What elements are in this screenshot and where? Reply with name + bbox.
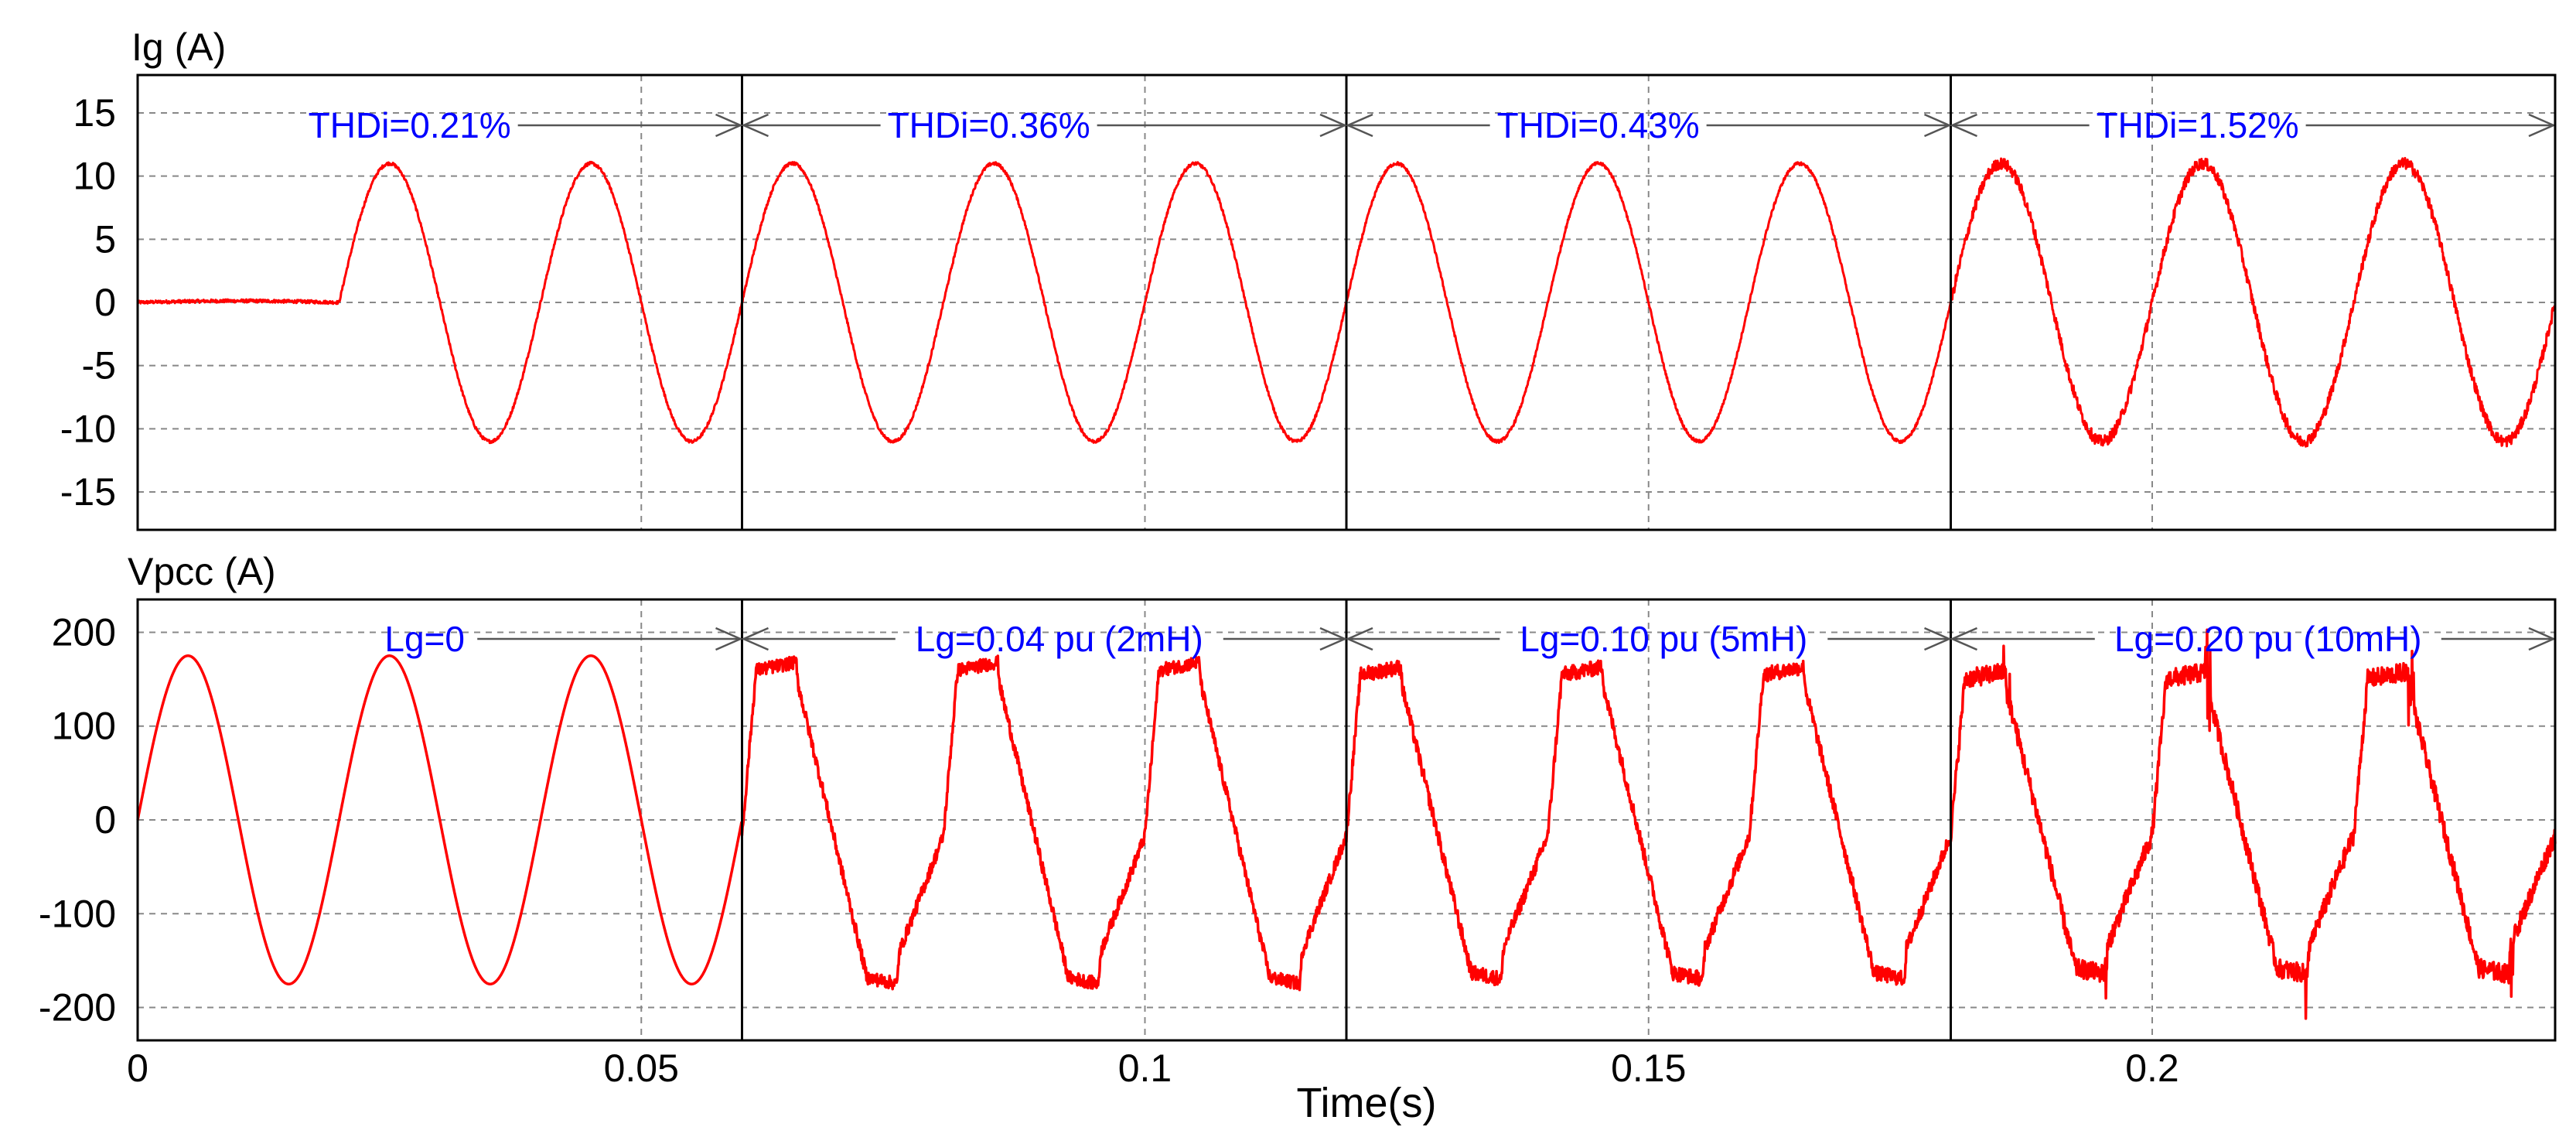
y-tick-label: -200 — [39, 986, 116, 1030]
arrow-right-head — [1923, 627, 1952, 651]
segment-annotation: THDi=0.36% — [888, 105, 1090, 145]
arrow-left-head — [741, 627, 769, 651]
ig-segment-dividers — [741, 75, 1952, 530]
arrow-left-head — [1950, 627, 1978, 651]
arrow-right-head — [1923, 113, 1952, 138]
ig-ylabel: Ig (A) — [131, 26, 226, 69]
ig-annotations: THDi=0.21% THDi=0.36% THDi=0.43% THDi=1.52% — [309, 105, 2557, 145]
x-axis-ticks: 0 0.05 0.1 0.15 0.2 — [127, 1047, 2179, 1090]
arrow-right-head — [1319, 113, 1348, 138]
y-tick-label: 10 — [73, 155, 116, 198]
ig-y-ticks: 15 10 5 0 -5 -10 -15 — [60, 91, 116, 514]
vpcc-segment-dividers — [741, 599, 1952, 1040]
segment-annotation: THDi=1.52% — [2097, 105, 2299, 145]
arrow-right-head — [715, 113, 743, 138]
ig-plot-frame — [136, 73, 2557, 531]
arrow-right-head — [2528, 113, 2557, 138]
x-tick-label: 0 — [127, 1047, 148, 1090]
segment-annotation: Lg=0.20 pu (10mH) — [2114, 619, 2422, 659]
arrow-left-head — [741, 113, 769, 138]
arrow-right-head — [715, 627, 743, 651]
x-axis-label: Time(s) — [1297, 1080, 1437, 1126]
segment-annotation: Lg=0.04 pu (2mH) — [916, 619, 1203, 659]
vpcc-plot-frame — [136, 598, 2557, 1042]
vpcc-annotations: Lg=0 Lg=0.04 pu (2mH) Lg=0.10 pu (5mH) Lg=0… — [384, 619, 2557, 659]
segment-annotation: THDi=0.21% — [309, 105, 511, 145]
x-tick-label: 0.1 — [1118, 1047, 1172, 1090]
arrow-left-head — [1345, 113, 1373, 138]
y-tick-label: 0 — [94, 281, 116, 324]
y-tick-label: 0 — [94, 798, 116, 842]
y-tick-label: 5 — [94, 217, 116, 261]
x-tick-label: 0.2 — [2125, 1047, 2179, 1090]
y-tick-label: -100 — [39, 892, 116, 935]
arrow-right-head — [1319, 627, 1348, 651]
segment-annotation: THDi=0.43% — [1497, 105, 1700, 145]
arrow-right-head — [2528, 627, 2557, 651]
segment-annotation: Lg=0 — [384, 619, 465, 659]
y-tick-label: 15 — [73, 91, 116, 135]
segment-annotation: Lg=0.10 pu (5mH) — [1520, 619, 1807, 659]
y-tick-label: 100 — [52, 705, 116, 748]
y-tick-label: -10 — [60, 407, 116, 450]
arrow-left-head — [1950, 113, 1978, 138]
y-tick-label: -15 — [60, 470, 116, 514]
vpcc-y-ticks: 200 100 0 -100 -200 — [39, 610, 116, 1029]
arrow-left-head — [1345, 627, 1373, 651]
y-tick-label: -5 — [82, 344, 116, 388]
x-tick-label: 0.05 — [604, 1047, 679, 1090]
vpcc-ylabel: Vpcc (A) — [128, 550, 276, 593]
x-tick-label: 0.15 — [1611, 1047, 1686, 1090]
y-tick-label: 200 — [52, 610, 116, 654]
